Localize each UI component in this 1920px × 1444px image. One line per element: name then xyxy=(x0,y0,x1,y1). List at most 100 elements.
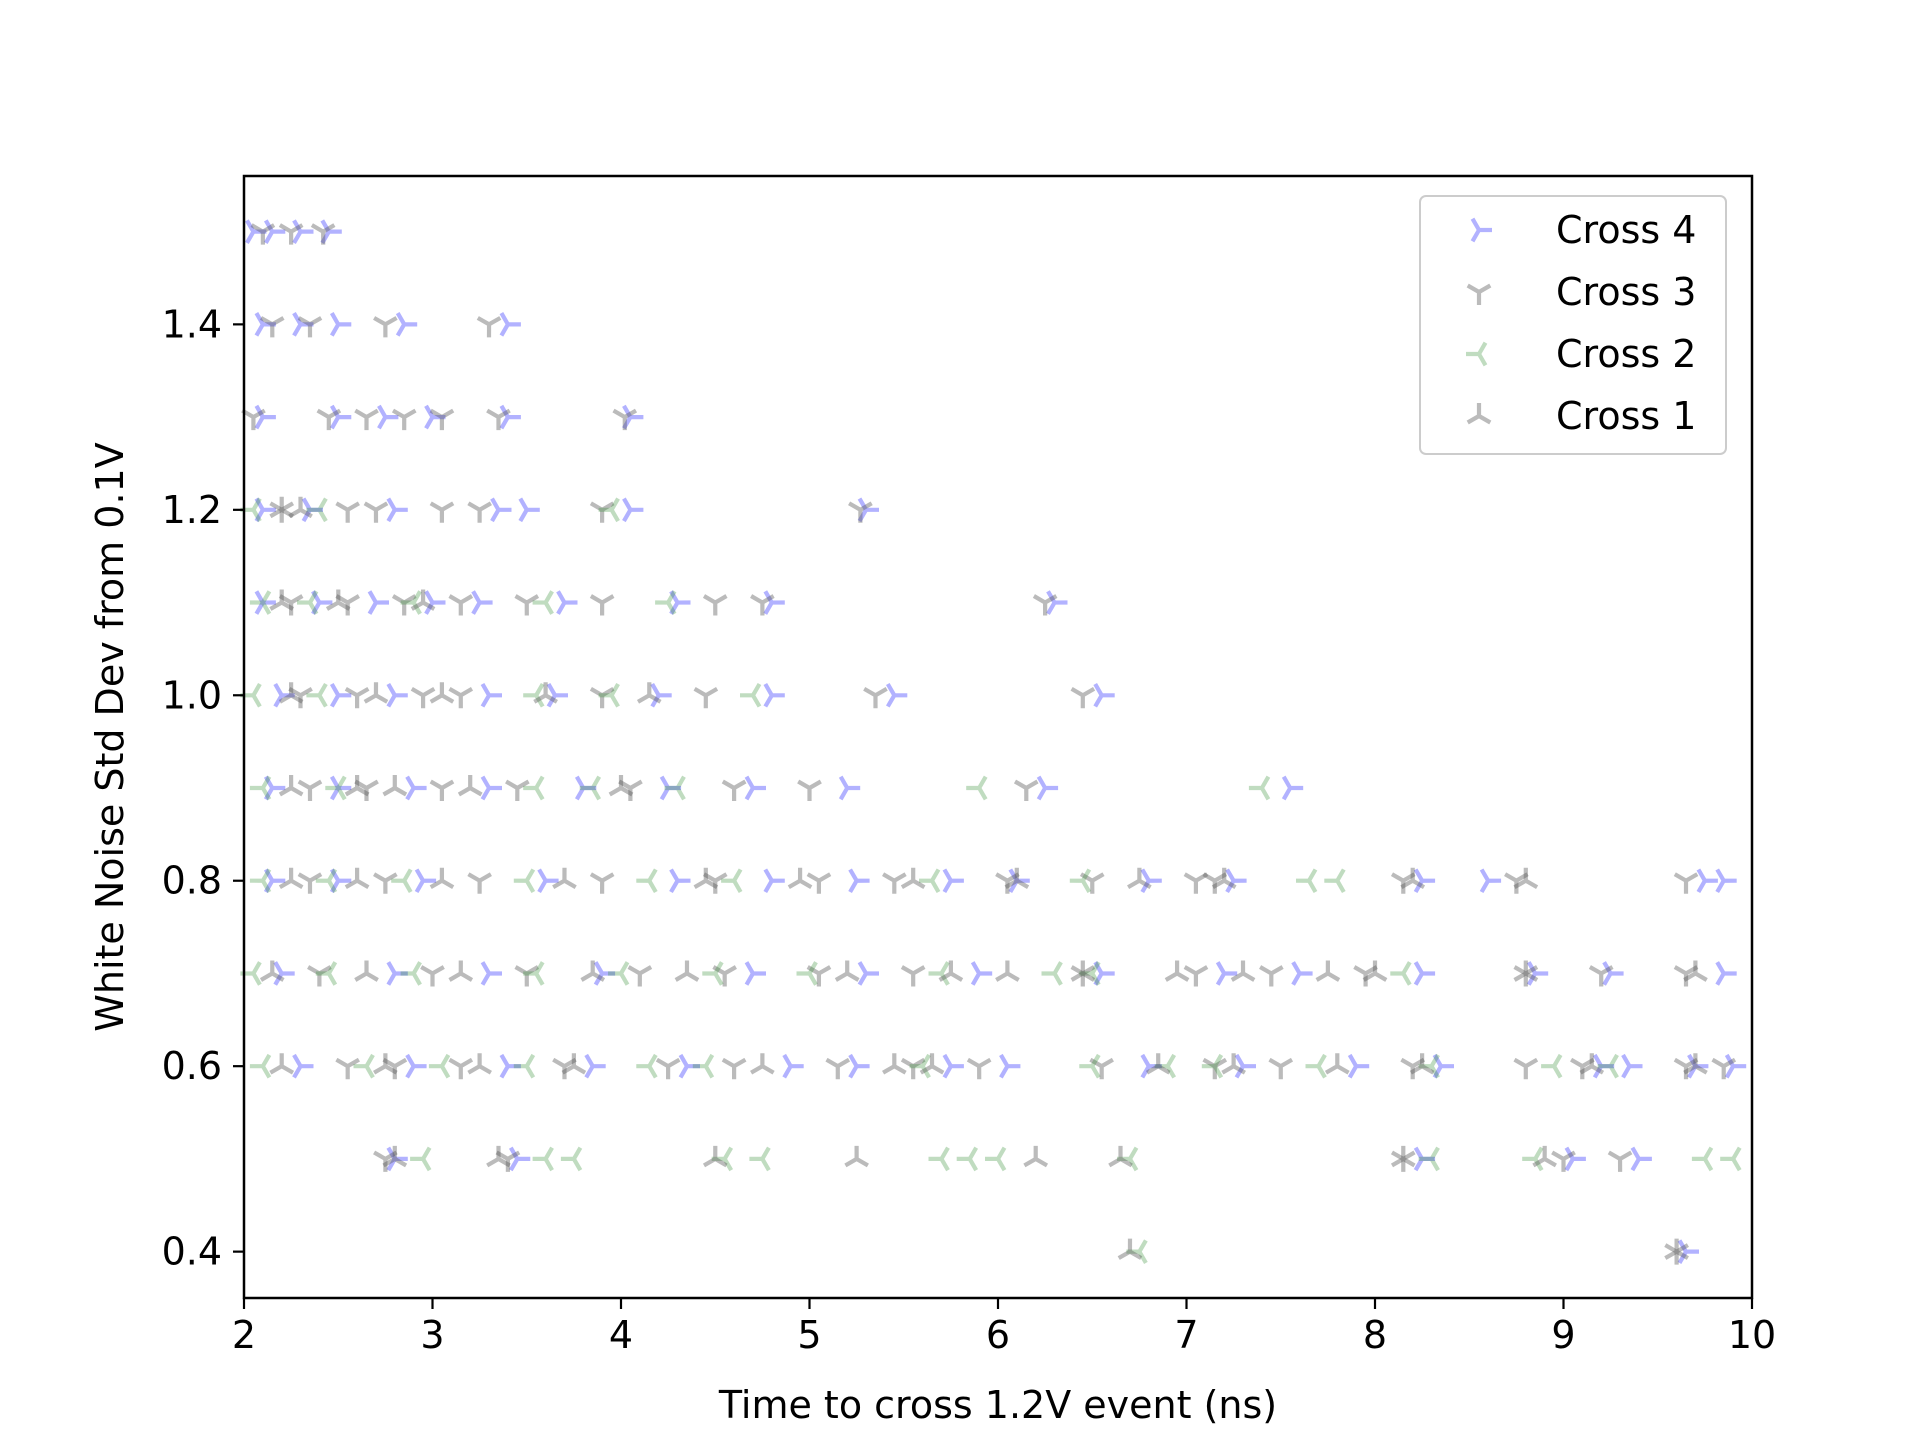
data-point xyxy=(1032,594,1058,616)
data-point xyxy=(857,497,880,523)
data-point xyxy=(499,404,521,430)
data-point xyxy=(1720,1146,1742,1172)
data-point xyxy=(263,775,286,801)
data-point xyxy=(513,868,536,894)
data-point xyxy=(721,1057,747,1080)
data-point xyxy=(405,775,427,801)
data-point xyxy=(1221,1053,1246,1075)
data-point xyxy=(1079,1053,1101,1079)
data-point xyxy=(354,408,379,431)
data-point xyxy=(518,497,540,523)
axes: 2 3 4 5 6 7 8 9 10 0.4 0.6 0.8 1.0 1.2 1.4 xyxy=(162,174,1776,1357)
data-point xyxy=(278,774,304,797)
data-point xyxy=(1291,961,1313,986)
data-point xyxy=(919,1053,945,1075)
data-point xyxy=(448,960,474,982)
data-point xyxy=(918,868,941,894)
x-tick-label: 7 xyxy=(1174,1313,1198,1357)
data-point xyxy=(1305,1053,1327,1079)
data-point xyxy=(429,408,455,431)
data-point xyxy=(560,1146,583,1172)
data-point xyxy=(410,1146,432,1172)
data-point xyxy=(373,316,398,338)
data-point xyxy=(1390,1145,1416,1168)
y-tick-label: 0.8 xyxy=(162,859,222,903)
x-tick-label: 8 xyxy=(1363,1313,1387,1357)
data-point xyxy=(1315,960,1341,982)
data-point xyxy=(622,404,644,430)
data-point xyxy=(480,961,503,986)
data-point xyxy=(278,867,304,890)
data-point xyxy=(938,960,964,982)
data-point xyxy=(546,682,569,708)
data-point xyxy=(353,1053,375,1079)
data-point xyxy=(744,961,767,986)
data-point xyxy=(796,961,818,986)
data-point xyxy=(622,497,644,523)
data-point xyxy=(1259,965,1284,987)
data-point xyxy=(1673,872,1699,894)
data-point xyxy=(420,965,445,987)
data-point xyxy=(1683,1053,1708,1075)
data-point xyxy=(1353,965,1378,987)
data-point xyxy=(480,682,503,708)
data-point xyxy=(386,1146,408,1172)
data-point xyxy=(429,867,455,890)
x-tick-label: 3 xyxy=(420,1313,444,1357)
data-point xyxy=(1413,868,1436,894)
data-point xyxy=(382,1057,408,1080)
data-point xyxy=(664,775,686,801)
data-point xyxy=(307,965,332,987)
data-point xyxy=(1673,1057,1699,1080)
data-point xyxy=(448,686,474,709)
legend-marker xyxy=(1466,283,1492,305)
data-point xyxy=(608,775,634,797)
data-point xyxy=(607,961,630,986)
data-point xyxy=(942,1053,964,1079)
data-point xyxy=(325,589,351,611)
data-point xyxy=(984,1146,1007,1172)
data-point xyxy=(1400,867,1426,890)
data-point xyxy=(882,1053,907,1075)
data-point xyxy=(316,408,342,431)
data-point xyxy=(414,868,437,894)
data-point xyxy=(269,501,295,523)
data-point xyxy=(556,590,578,615)
data-point xyxy=(495,1150,521,1172)
data-point xyxy=(1202,1057,1228,1080)
data-point xyxy=(618,779,643,802)
data-point xyxy=(292,312,314,337)
data-point xyxy=(1140,1053,1162,1079)
data-point xyxy=(1140,868,1162,894)
data-point xyxy=(1418,1053,1440,1079)
data-point xyxy=(1564,1146,1586,1172)
data-point xyxy=(885,682,908,708)
data-point xyxy=(1070,686,1096,709)
data-point xyxy=(1281,775,1304,801)
data-point xyxy=(391,594,417,616)
data-point xyxy=(721,868,743,894)
data-point xyxy=(523,775,545,801)
data-point xyxy=(344,686,370,709)
data-point xyxy=(457,775,483,797)
data-point xyxy=(335,501,360,523)
data-point xyxy=(249,775,272,801)
data-point xyxy=(329,312,352,337)
data-point xyxy=(311,590,333,615)
data-point xyxy=(928,961,950,986)
data-point xyxy=(1432,1053,1455,1079)
data-point xyxy=(763,868,785,894)
data-point xyxy=(1070,965,1096,987)
data-point xyxy=(956,1146,979,1172)
data-point xyxy=(1295,868,1318,894)
data-point xyxy=(532,1146,554,1172)
data-point xyxy=(288,686,313,709)
data-point xyxy=(296,590,319,615)
data-point xyxy=(561,1053,587,1075)
data-point xyxy=(1183,965,1209,987)
data-point xyxy=(315,868,338,894)
data-point xyxy=(900,1057,926,1080)
data-point xyxy=(1602,961,1624,986)
data-point xyxy=(278,594,304,616)
data-point xyxy=(490,497,512,523)
